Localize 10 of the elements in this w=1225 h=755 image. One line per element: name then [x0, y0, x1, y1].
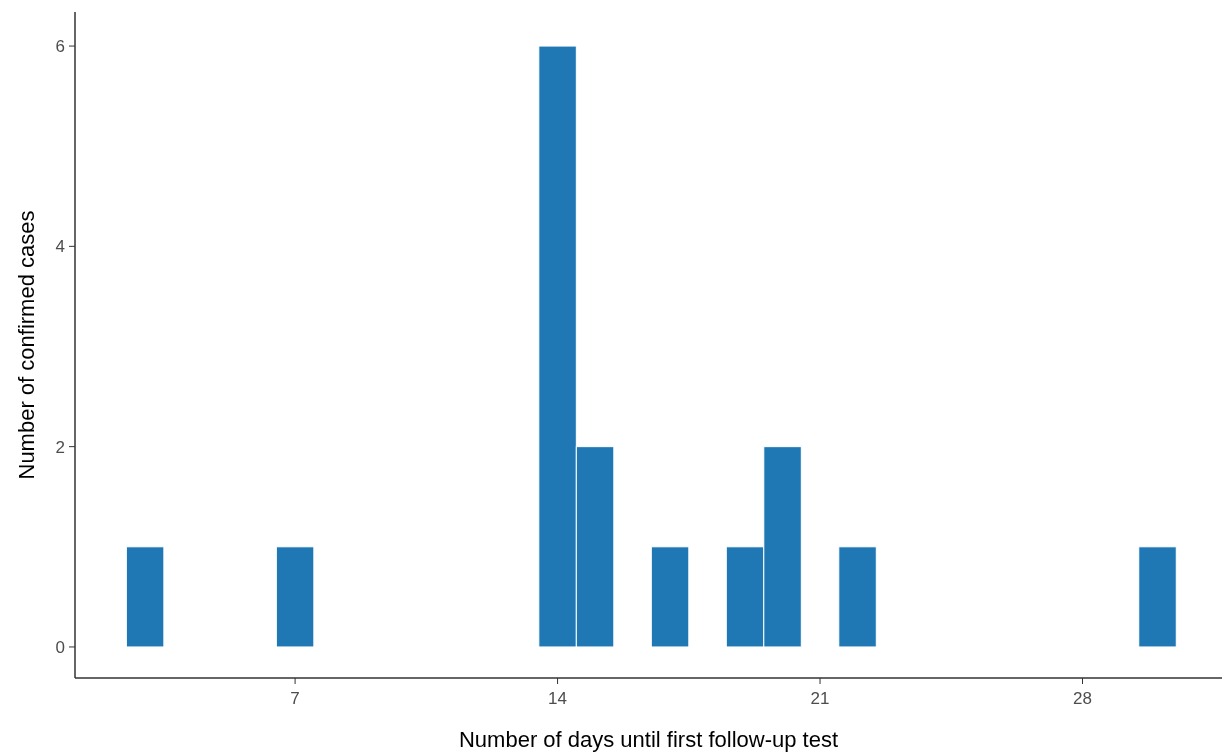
y-tick-label: 4	[55, 237, 65, 257]
x-tick-label: 21	[810, 689, 830, 708]
y-tick-label: 0	[55, 637, 65, 657]
x-tick-label: 7	[290, 689, 300, 708]
x-tick-label: 14	[548, 689, 568, 708]
y-tick-label: 2	[55, 437, 65, 457]
y-axis-title: Number of confirmed cases	[14, 210, 39, 480]
x-tick-label: 28	[1073, 689, 1092, 708]
y-tick-label: 6	[55, 37, 65, 57]
x-axis-title: Number of days until first follow-up test	[458, 727, 839, 752]
